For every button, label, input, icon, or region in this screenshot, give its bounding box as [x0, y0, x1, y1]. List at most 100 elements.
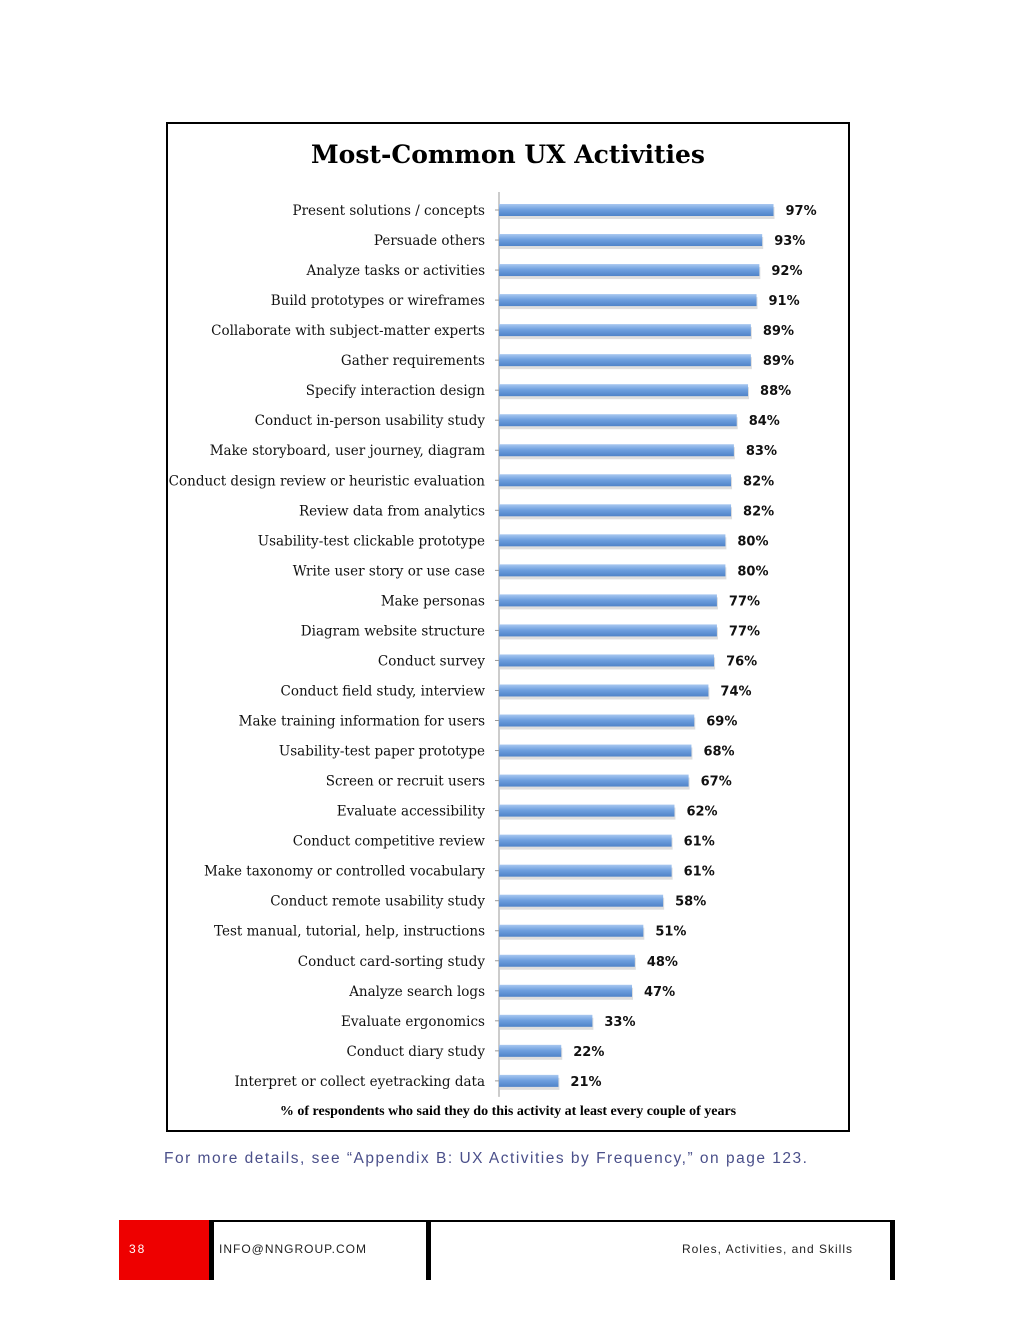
data-label: 21%: [570, 1075, 601, 1090]
footer-rule: [119, 1220, 895, 1222]
category-label: Specify interaction design: [306, 383, 486, 399]
footer-section-title: Roles, Activities, and Skills: [681, 1242, 853, 1256]
footer-email: INFO@NNGROUP.COM: [219, 1242, 367, 1256]
bar: [499, 294, 757, 307]
bar: [499, 774, 689, 787]
category-label: Usability-test clickable prototype: [258, 533, 485, 549]
footer-divider: [209, 1220, 214, 1280]
category-label: Evaluate accessibility: [337, 804, 486, 820]
data-label: 22%: [573, 1045, 604, 1060]
page-number-box: 38: [119, 1220, 209, 1280]
data-label: 92%: [771, 264, 802, 279]
category-label: Make personas: [381, 593, 485, 609]
data-label: 77%: [729, 624, 760, 639]
bar: [499, 1044, 562, 1057]
bar: [499, 714, 695, 727]
data-label: 89%: [763, 324, 794, 339]
data-label: 61%: [684, 865, 715, 880]
bar: [499, 684, 709, 697]
bar: [499, 834, 672, 847]
bar: [499, 474, 732, 487]
category-label: Analyze tasks or activities: [306, 263, 486, 279]
data-label: 97%: [786, 204, 817, 219]
data-label: 82%: [743, 474, 774, 489]
bar: [499, 414, 737, 427]
data-label: 51%: [655, 925, 686, 940]
bar: [499, 444, 734, 457]
category-label: Test manual, tutorial, help, instruction…: [214, 924, 485, 940]
category-label: Present solutions / concepts: [293, 203, 486, 219]
footer-divider: [426, 1220, 431, 1280]
bar: [499, 894, 664, 907]
bar: [499, 744, 692, 757]
data-label: 93%: [774, 234, 805, 249]
bar: [499, 324, 751, 337]
chart-x-axis-label: % of respondents who said they do this a…: [279, 1104, 737, 1119]
category-label: Conduct field study, interview: [281, 683, 486, 699]
page-footer: 38 INFO@NNGROUP.COM Roles, Activities, a…: [119, 1220, 895, 1280]
category-label: Analyze search logs: [348, 984, 485, 1000]
data-label: 58%: [675, 895, 706, 910]
data-label: 68%: [703, 745, 734, 760]
bar: [499, 504, 732, 517]
category-label: Write user story or use case: [293, 563, 485, 579]
category-label: Review data from analytics: [299, 503, 485, 519]
bar: [499, 924, 644, 937]
data-label: 67%: [701, 775, 732, 790]
category-label: Make storyboard, user journey, diagram: [210, 443, 485, 459]
category-label: Make training information for users: [239, 714, 485, 730]
category-label: Diagram website structure: [301, 623, 485, 639]
chart-frame: Most-Common UX Activities Present soluti…: [166, 122, 850, 1132]
data-label: 33%: [604, 1015, 635, 1030]
bar: [499, 654, 715, 667]
category-label: Interpret or collect eyetracking data: [234, 1074, 485, 1090]
category-label: Conduct diary study: [347, 1044, 486, 1060]
data-label: 80%: [737, 564, 768, 579]
bar: [499, 264, 760, 277]
data-label: 89%: [763, 354, 794, 369]
data-label: 80%: [737, 534, 768, 549]
category-label: Conduct design review or heuristic evalu…: [169, 473, 486, 489]
appendix-reference-caption: For more details, see “Appendix B: UX Ac…: [164, 1150, 809, 1167]
category-label: Build prototypes or wireframes: [271, 293, 485, 309]
bar: [499, 384, 749, 397]
bar: [499, 564, 726, 577]
category-label: Conduct card-sorting study: [298, 954, 486, 970]
bar: [499, 534, 726, 547]
page-number: 38: [129, 1242, 147, 1256]
bar: [499, 234, 763, 247]
bar: [499, 204, 774, 216]
bar: [499, 954, 635, 967]
category-label: Evaluate ergonomics: [341, 1014, 485, 1030]
data-label: 61%: [684, 835, 715, 850]
data-label: 91%: [769, 294, 800, 309]
data-label: 76%: [726, 654, 757, 669]
data-label: 47%: [644, 985, 675, 1000]
data-label: 62%: [686, 805, 717, 820]
data-label: 88%: [760, 384, 791, 399]
category-label: Collaborate with subject-matter experts: [211, 323, 485, 339]
bar: [499, 624, 717, 637]
data-label: 74%: [720, 684, 751, 699]
category-label: Screen or recruit users: [326, 774, 485, 790]
bar: [499, 1074, 559, 1087]
category-label: Conduct competitive review: [293, 834, 486, 850]
data-label: 48%: [647, 955, 678, 970]
bar-chart: Present solutions / concepts 97% Persuade …: [169, 192, 817, 1097]
category-label: Conduct survey: [378, 653, 485, 669]
bar: [499, 984, 633, 997]
bar: [499, 804, 675, 817]
bar: [499, 354, 751, 367]
data-label: 69%: [706, 715, 737, 730]
bar: [499, 864, 672, 877]
footer-divider: [890, 1220, 895, 1280]
category-label: Gather requirements: [341, 353, 485, 369]
category-label: Usability-test paper prototype: [279, 744, 485, 760]
data-label: 83%: [746, 444, 777, 459]
data-label: 84%: [749, 414, 780, 429]
bar: [499, 594, 717, 607]
category-label: Conduct in-person usability study: [255, 413, 486, 429]
category-label: Make taxonomy or controlled vocabulary: [204, 864, 485, 880]
category-label: Conduct remote usability study: [270, 894, 485, 910]
chart-title: Most-Common UX Activities: [311, 140, 705, 169]
